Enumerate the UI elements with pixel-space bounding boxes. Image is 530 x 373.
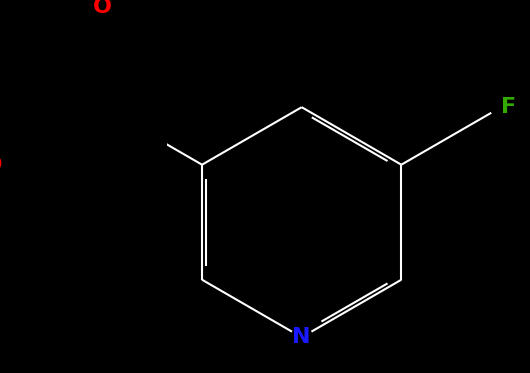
Text: HO: HO — [0, 155, 3, 175]
Text: N: N — [293, 327, 311, 347]
Text: F: F — [501, 97, 516, 117]
Text: O: O — [93, 0, 112, 17]
